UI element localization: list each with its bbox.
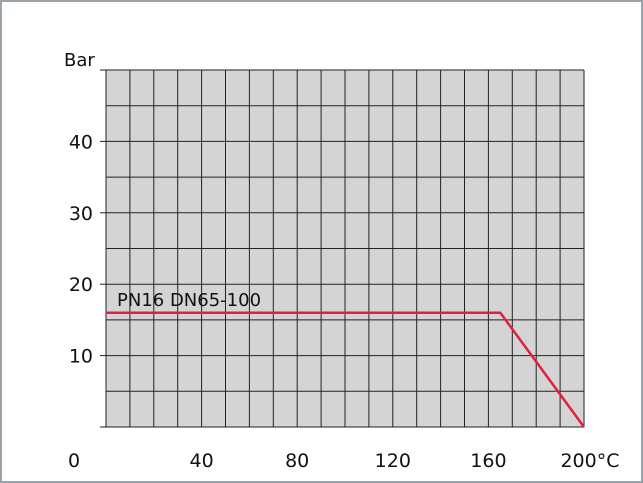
series-line-pn16 [106,311,586,428]
series-label: PN16 DN65-100 [117,290,261,311]
y-axis-label: Bar [64,50,95,71]
y-tick-label: 20 [69,274,93,296]
x-tick-label: 40 [190,450,214,472]
y-tick-label: 10 [69,346,93,368]
x-ticks: 0 40 80 120 160 200°C [68,450,620,472]
y-tick-label: 30 [69,203,93,225]
x-tick-label: 200°C [560,450,619,472]
y-ticks: 10 20 30 40 [69,131,93,367]
x-tick-label: 120 [375,450,411,472]
y-tick-label: 40 [69,131,93,153]
grid [100,69,585,428]
x-tick-label: 0 [68,450,80,472]
x-tick-label: 80 [285,450,309,472]
x-tick-label: 160 [470,450,506,472]
